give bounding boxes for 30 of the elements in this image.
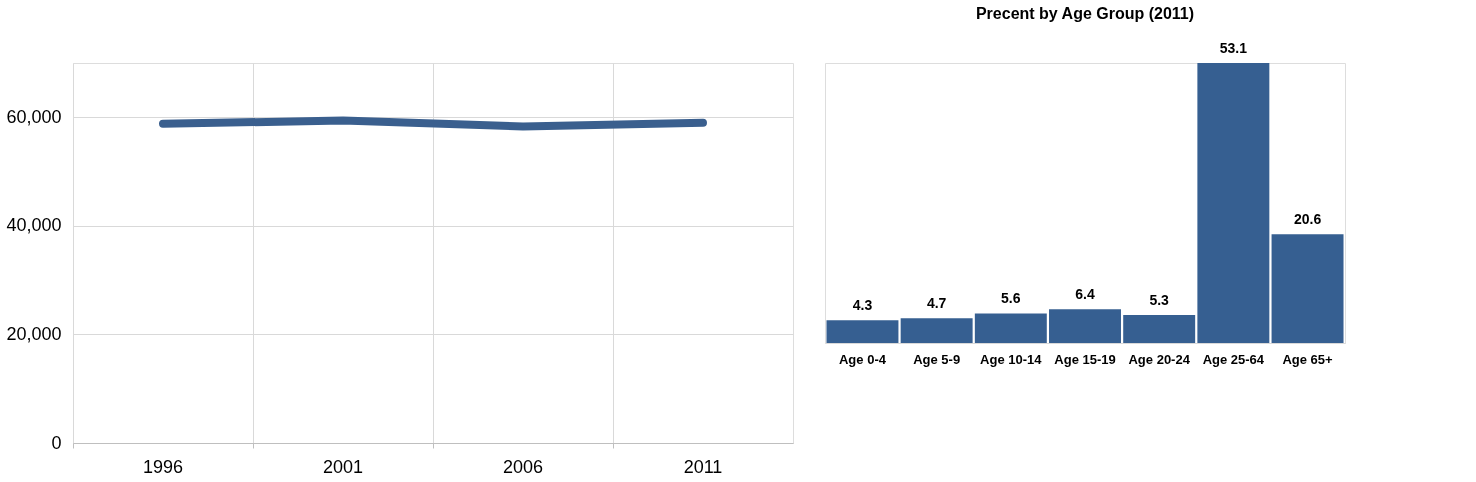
- x-tick-label: 2006: [502, 456, 544, 477]
- bar: [974, 313, 1047, 343]
- x-tick-label: Age 10-14: [980, 351, 1043, 367]
- x-tick-label: Age 0-4: [838, 351, 887, 367]
- bar: [1271, 234, 1344, 343]
- x-tick-label: Age 20-24: [1128, 351, 1191, 367]
- bar: [1123, 315, 1196, 343]
- bar: [1049, 309, 1121, 343]
- data-label: 4.3: [852, 297, 873, 314]
- data-label: 6.4: [1075, 286, 1095, 303]
- x-tick-label: Age 25-64: [1202, 351, 1265, 367]
- y-tick-label: 0: [51, 432, 62, 453]
- data-label: 5.6: [1001, 290, 1021, 307]
- bar: [900, 318, 973, 343]
- x-tick-label: Age 5-9: [913, 351, 961, 367]
- data-label: 5.3: [1149, 292, 1170, 309]
- x-tick-label: 2011: [683, 456, 723, 477]
- x-tick-label: Age 65+: [1282, 351, 1334, 367]
- y-tick-label: 20,000: [6, 323, 62, 344]
- x-tick-label: 1996: [142, 456, 184, 477]
- data-label: 20.6: [1293, 211, 1322, 228]
- data-label: 53.1: [1219, 40, 1248, 56]
- x-tick-label: Age 15-19: [1054, 351, 1116, 367]
- bar: [826, 320, 899, 343]
- chart-title: Precent by Age Group (2011): [975, 5, 1195, 22]
- data-label: 4.7: [926, 295, 947, 312]
- y-tick-label: 40,000: [6, 215, 62, 236]
- x-tick-label: 2001: [322, 456, 364, 477]
- y-tick-label: 60,000: [6, 106, 62, 127]
- bar: [1197, 63, 1270, 343]
